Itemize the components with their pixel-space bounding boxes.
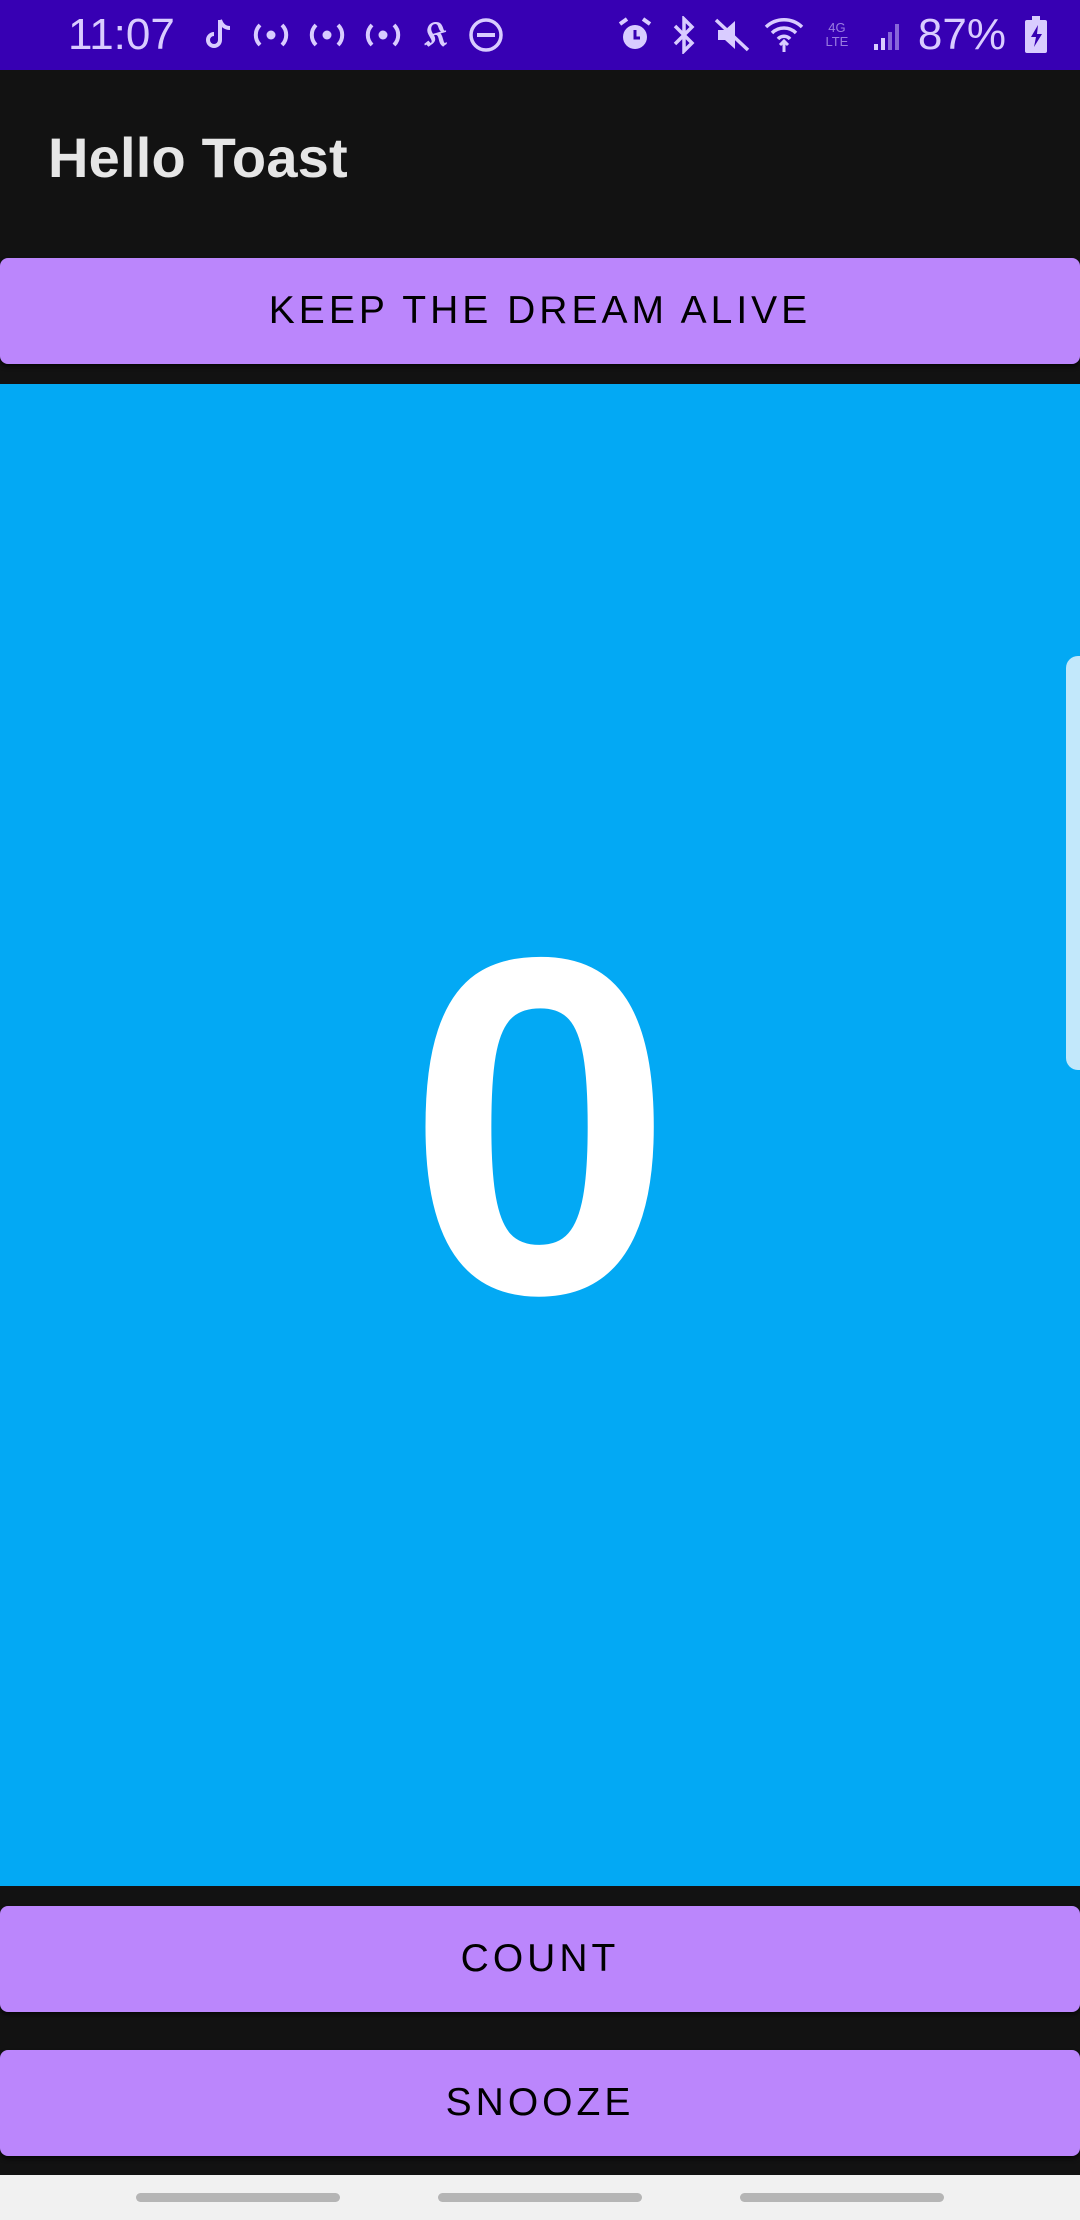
page-title: Hello Toast — [48, 126, 348, 189]
tiktok-icon — [200, 14, 236, 56]
broadcast-icon — [250, 14, 292, 56]
counter-value: 0 — [406, 857, 674, 1394]
broadcast-icon — [362, 14, 404, 56]
nytimes-icon: 𝔎 — [424, 15, 448, 55]
back-button[interactable] — [740, 2193, 944, 2202]
home-button[interactable] — [438, 2193, 642, 2202]
battery-charging-icon — [1018, 14, 1054, 56]
status-bar: 11:07 𝔎 — [0, 0, 1080, 70]
do-not-disturb-icon — [468, 14, 504, 56]
navigation-bar — [0, 2175, 1080, 2220]
count-button[interactable]: COUNT — [0, 1906, 1080, 2012]
mute-icon — [714, 14, 752, 56]
alarm-icon — [616, 14, 654, 56]
counter-panel: 0 — [0, 384, 1080, 1886]
bluetooth-icon — [666, 14, 702, 56]
edge-panel-handle[interactable] — [1066, 656, 1080, 1070]
wifi-icon — [764, 14, 804, 56]
status-time: 11:07 — [68, 10, 175, 59]
app-bar: Hello Toast — [0, 70, 1080, 248]
keep-the-dream-alive-button[interactable]: KEEP THE DREAM ALIVE — [0, 258, 1080, 364]
lte-icon: 4G LTE — [825, 20, 849, 49]
signal-icon — [870, 14, 906, 56]
battery-percent: 87% — [917, 10, 1006, 59]
recents-button[interactable] — [136, 2193, 340, 2202]
notification-icons: 𝔎 — [200, 14, 504, 56]
broadcast-icon — [306, 14, 348, 56]
snooze-button[interactable]: SNOOZE — [0, 2050, 1080, 2156]
system-icons: 4G LTE 87% — [616, 12, 1054, 58]
